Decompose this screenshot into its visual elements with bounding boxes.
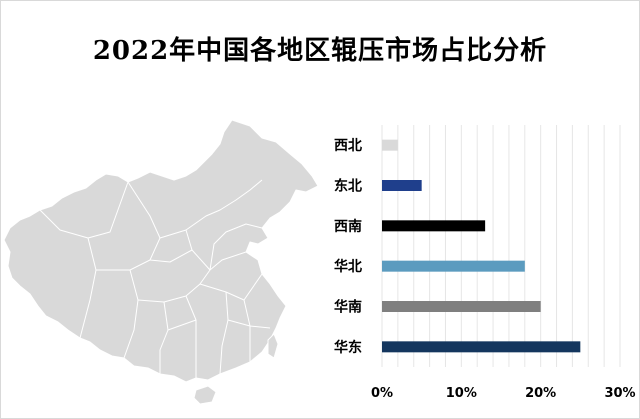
bar-3 <box>382 260 525 272</box>
bar-0 <box>382 139 398 151</box>
x-tick-label: 20% <box>525 386 556 401</box>
bars <box>382 139 581 353</box>
x-tick-label: 30% <box>604 386 635 401</box>
x-tick-label: 0% <box>371 386 393 401</box>
x-tick-label: 10% <box>446 386 477 401</box>
taiwan-island <box>267 333 279 359</box>
bar-4 <box>382 301 541 312</box>
x-tick-labels: 0% 10% 20% 30% <box>371 386 636 401</box>
bar-5 <box>382 341 581 353</box>
bar-1 <box>382 180 422 191</box>
bar-2 <box>382 220 486 232</box>
province-borders <box>39 179 271 378</box>
category-label: 东北 <box>334 178 362 195</box>
grid-lines <box>381 125 621 367</box>
china-map-shape <box>3 120 319 405</box>
category-label: 西南 <box>334 218 362 235</box>
category-label: 华南 <box>334 299 362 316</box>
china-map <box>3 120 319 405</box>
category-label: 华东 <box>334 339 362 356</box>
chart-title: 2022年中国各地区辊压市场占比分析 <box>92 36 548 66</box>
category-label: 西北 <box>334 138 362 154</box>
category-label: 华北 <box>334 258 362 275</box>
hainan-island <box>193 385 217 405</box>
